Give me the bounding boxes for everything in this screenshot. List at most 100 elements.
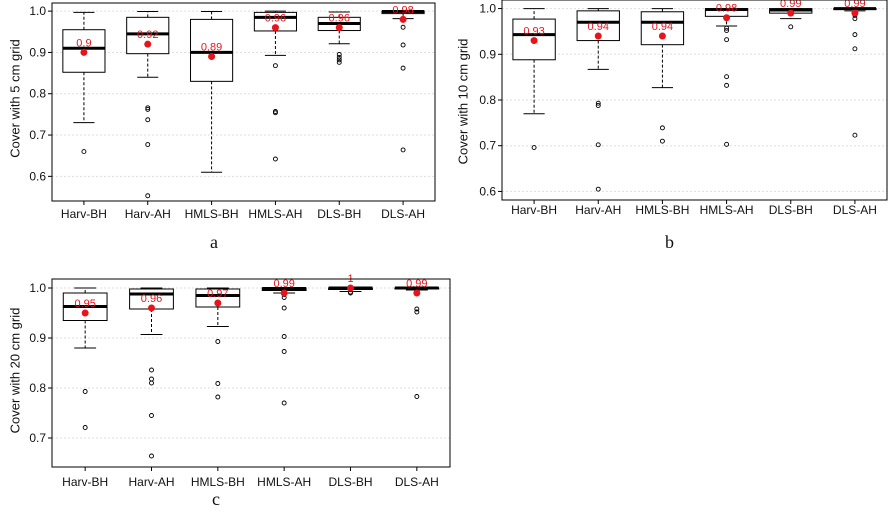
outlier-point bbox=[145, 193, 151, 199]
mean-point bbox=[214, 299, 222, 307]
outlier-point bbox=[145, 106, 151, 112]
x-tick-label: HMLS-AH bbox=[248, 207, 302, 221]
x-tick-label: DLS-BH bbox=[328, 475, 372, 489]
x-tick-label: HMLS-BH bbox=[635, 203, 689, 217]
outlier-point bbox=[145, 105, 151, 111]
y-tick-label: 1.0 bbox=[479, 2, 496, 16]
mean-label: 0.99 bbox=[844, 0, 865, 10]
outlier-point bbox=[414, 309, 420, 315]
y-tick-label: 0.7 bbox=[29, 431, 46, 445]
outlier-point bbox=[82, 389, 88, 394]
panel-letter-a: a bbox=[210, 232, 218, 252]
x-tick-label: DLS-AH bbox=[381, 207, 425, 221]
y-tick-label: 0.9 bbox=[29, 45, 46, 59]
x-tick-label: HMLS-AH bbox=[700, 203, 754, 217]
mean-label: 0.95 bbox=[74, 298, 95, 310]
y-tick-label: 0.9 bbox=[29, 331, 46, 345]
outlier-point bbox=[215, 394, 221, 400]
mean-point bbox=[80, 48, 88, 56]
outlier-point bbox=[400, 147, 406, 153]
outlier-point bbox=[400, 65, 406, 71]
outlier-point bbox=[595, 103, 601, 108]
outlier-point bbox=[852, 132, 858, 138]
x-tick-label: Harv-BH bbox=[511, 203, 557, 217]
outlier-point bbox=[595, 142, 601, 148]
y-tick-label: 0.8 bbox=[29, 87, 46, 101]
y-tick-label: 0.8 bbox=[29, 381, 46, 395]
plot-frame bbox=[501, 0, 888, 201]
outlier-point bbox=[724, 28, 730, 33]
outlier-point bbox=[400, 42, 406, 48]
y-tick-label: 1.0 bbox=[29, 4, 46, 18]
x-tick-label: DLS-BH bbox=[769, 203, 813, 217]
mean-point bbox=[208, 53, 216, 61]
chart-panel-a: 0.6 0.7 0.8 0.9 1.0 0.9 Harv-BH 0.92 Harv-AH 0.89… bbox=[0, 0, 450, 260]
outlier-point bbox=[336, 57, 342, 63]
y-axis-label-c: Cover with 20 cm grid bbox=[7, 307, 23, 434]
y-axis-label-a: Cover with 5 cm grid bbox=[7, 39, 23, 158]
mean-label: 0.99 bbox=[273, 278, 294, 290]
mean-label: 0.99 bbox=[406, 278, 427, 290]
outlier-point bbox=[82, 425, 88, 430]
mean-label: 0.9 bbox=[76, 37, 91, 49]
outlier-point bbox=[281, 305, 287, 311]
chart-panel-b: 0.6 0.7 0.8 0.9 1.0 0.93 Harv-BH 0.94 Harv-AH 0.9… bbox=[452, 0, 890, 260]
mean-label: 0.98 bbox=[716, 3, 737, 15]
mean-point bbox=[399, 15, 407, 23]
outlier-point bbox=[414, 306, 420, 312]
outlier-point bbox=[336, 52, 342, 57]
x-tick-label: HMLS-AH bbox=[257, 475, 311, 489]
mean-label: 0.97 bbox=[207, 288, 228, 300]
boxplot-b: 0.6 0.7 0.8 0.9 1.0 0.93 Harv-BH 0.94 Harv-AH 0.9… bbox=[479, 0, 888, 217]
box bbox=[190, 18, 234, 82]
outlier-point bbox=[659, 125, 665, 131]
x-tick-label: DLS-BH bbox=[317, 207, 361, 221]
plot-frame bbox=[51, 2, 436, 202]
panel-letter-b: b bbox=[665, 232, 674, 252]
mean-label: 0.98 bbox=[392, 4, 413, 16]
outlier-point bbox=[215, 381, 221, 386]
y-tick-label: 0.9 bbox=[479, 47, 496, 61]
mean-point bbox=[658, 32, 666, 40]
x-tick-label: Harv-BH bbox=[61, 207, 107, 221]
outlier-point bbox=[272, 63, 278, 69]
outlier-point bbox=[788, 24, 794, 30]
outlier-point bbox=[724, 82, 730, 88]
x-tick-label: HMLS-BH bbox=[191, 475, 245, 489]
x-tick-label: Harv-BH bbox=[62, 475, 108, 489]
mean-label: 0.89 bbox=[201, 42, 222, 54]
y-axis-label-b: Cover with 10 cm grid bbox=[455, 38, 471, 165]
outlier-point bbox=[149, 380, 154, 386]
mean-point bbox=[81, 309, 89, 317]
mean-point bbox=[347, 284, 354, 292]
outlier-point bbox=[145, 117, 151, 123]
y-tick-label: 0.6 bbox=[479, 184, 496, 198]
y-tick-label: 1.0 bbox=[29, 281, 46, 295]
mean-label: 0.96 bbox=[329, 13, 350, 25]
outlier-point bbox=[272, 110, 278, 116]
outlier-point bbox=[531, 145, 537, 150]
y-tick-label: 0.6 bbox=[29, 169, 46, 183]
mean-point bbox=[787, 9, 795, 17]
outlier-point bbox=[215, 339, 221, 344]
outlier-point bbox=[149, 413, 154, 418]
y-tick-label: 0.8 bbox=[479, 93, 496, 107]
outlier-point bbox=[149, 453, 154, 459]
x-tick-label: Harv-AH bbox=[575, 203, 621, 217]
mean-point bbox=[851, 9, 859, 17]
box bbox=[640, 11, 685, 46]
chart-panel-c: 0.7 0.8 0.9 1.0 0.95 Harv-BH 0.96 Harv-AH 0.97 HM… bbox=[0, 268, 451, 513]
outlier-point bbox=[81, 149, 87, 155]
box bbox=[195, 288, 241, 308]
outlier-point bbox=[852, 46, 858, 52]
mean-point bbox=[335, 24, 343, 32]
outlier-point bbox=[724, 74, 730, 80]
x-tick-label: DLS-AH bbox=[395, 475, 439, 489]
outlier-point bbox=[336, 54, 342, 60]
outlier-point bbox=[595, 186, 601, 192]
x-tick-label: HMLS-BH bbox=[185, 207, 239, 221]
panel-letter-c: c bbox=[212, 489, 220, 509]
outlier-point bbox=[414, 394, 420, 399]
mean-label: 0.99 bbox=[780, 0, 801, 10]
mean-point bbox=[271, 24, 279, 32]
